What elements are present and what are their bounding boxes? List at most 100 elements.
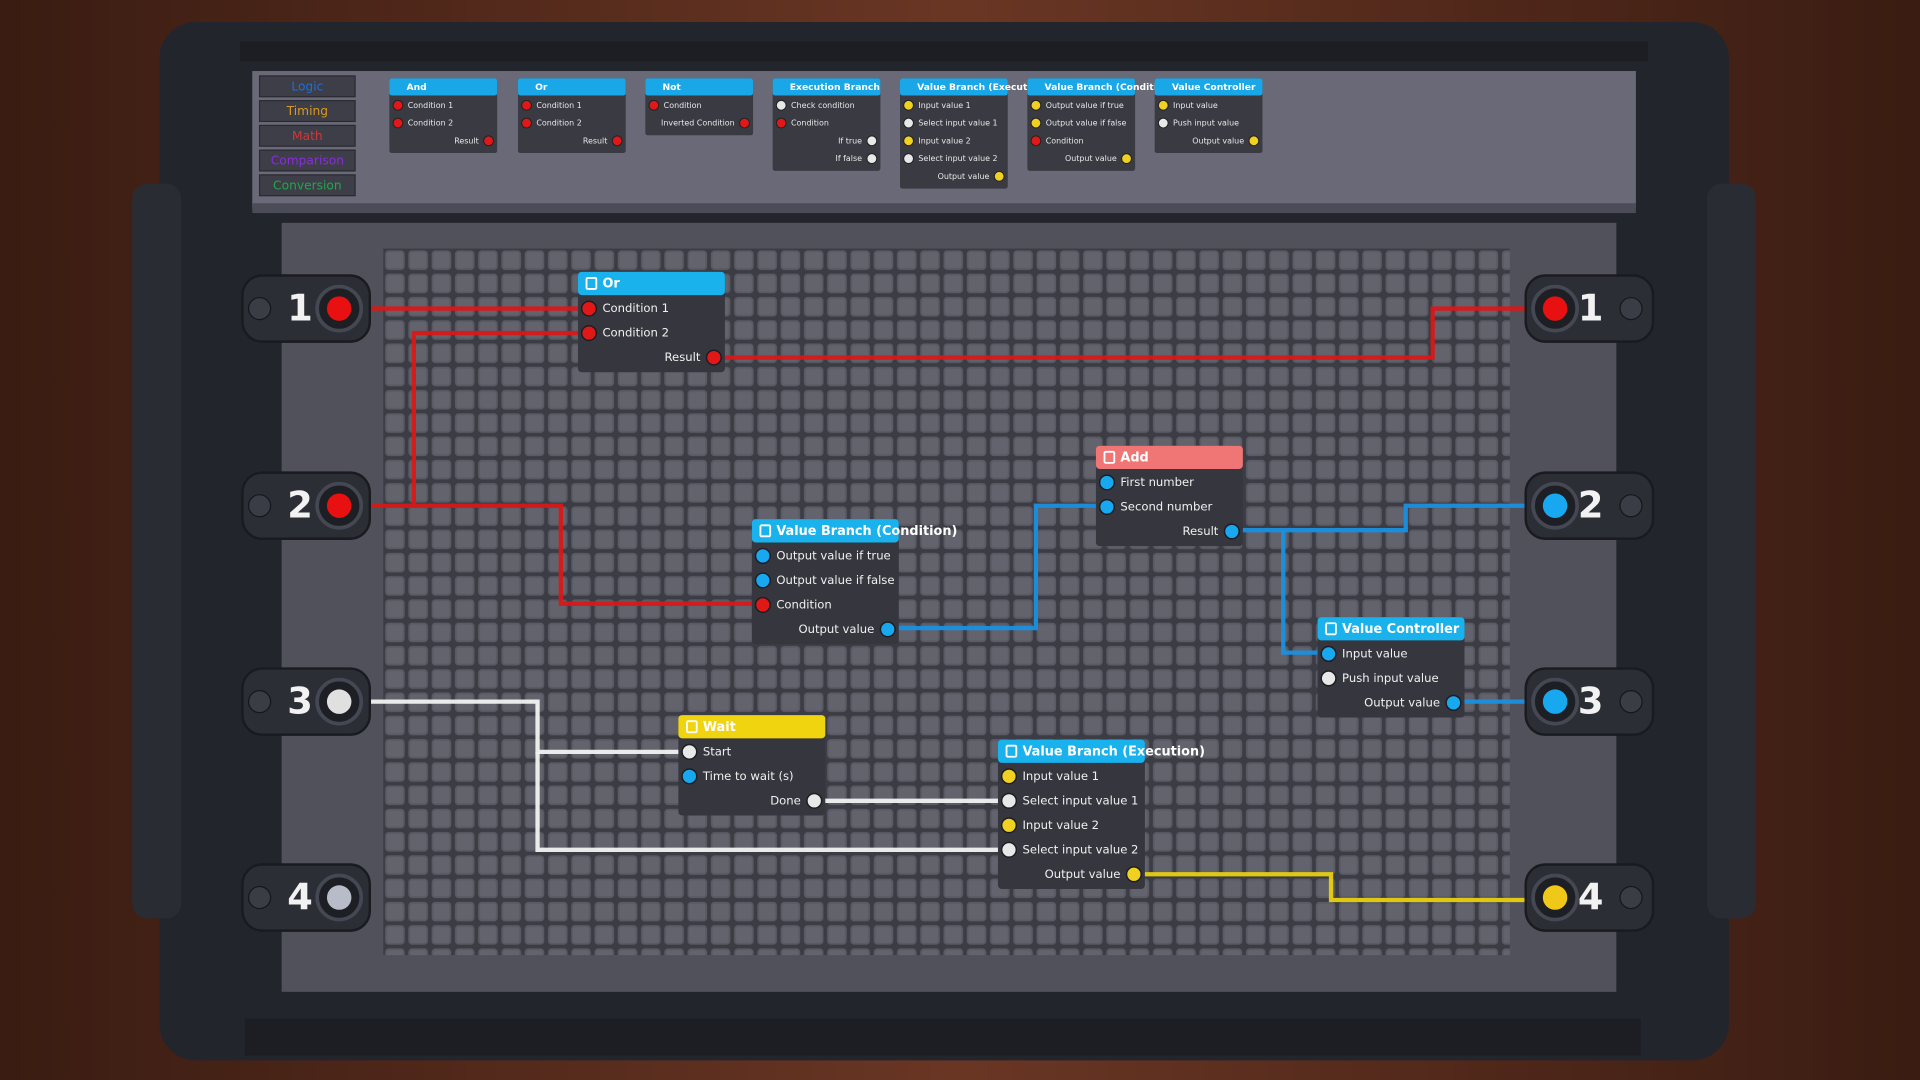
node-port[interactable] — [1098, 474, 1116, 491]
category-button[interactable] — [258, 174, 356, 197]
node-port[interactable] — [1320, 670, 1337, 687]
palette-port — [521, 99, 532, 111]
node-port[interactable] — [580, 324, 598, 342]
wire — [339, 330, 589, 508]
palette-node-body[interactable] — [1154, 78, 1263, 154]
node-port-label: Time to wait (s) — [702, 769, 794, 783]
node-port[interactable] — [580, 300, 598, 317]
category-label[interactable]: Math — [292, 129, 323, 143]
node-header[interactable] — [751, 519, 899, 543]
palette-node-header[interactable] — [645, 78, 754, 96]
node-icon — [1103, 450, 1116, 464]
palette-node[interactable]: Not Condition Inverted Condition — [645, 78, 754, 136]
node-port[interactable] — [1125, 866, 1142, 883]
node-header[interactable] — [997, 739, 1145, 763]
node-port[interactable] — [1000, 768, 1018, 785]
node-title[interactable]: Wait — [703, 720, 736, 735]
node-body[interactable] — [1317, 617, 1465, 718]
palette-node-title[interactable]: Value Branch (Condition) — [1044, 82, 1173, 93]
palette-node-title[interactable]: And — [407, 82, 427, 93]
node-title[interactable]: Value Branch (Condition) — [776, 524, 957, 539]
node-title[interactable]: Or — [602, 277, 620, 292]
node-body[interactable] — [997, 739, 1145, 889]
node-port[interactable] — [1000, 841, 1018, 858]
palette-node-body[interactable] — [389, 78, 498, 154]
node-body[interactable] — [1095, 445, 1243, 547]
node-port[interactable] — [705, 349, 722, 366]
node-port[interactable] — [754, 596, 771, 613]
palette-node-title[interactable]: Or — [535, 82, 548, 93]
category-tab[interactable]: Timing — [258, 100, 356, 123]
category-label[interactable]: Conversion — [273, 178, 342, 192]
wire — [1231, 503, 1556, 533]
terminal-number: 1 — [287, 286, 313, 329]
palette-edge — [252, 203, 1636, 214]
node-header[interactable] — [1095, 445, 1243, 469]
node-header[interactable] — [678, 715, 826, 739]
node-port[interactable] — [1445, 694, 1462, 711]
node-port[interactable] — [1000, 817, 1018, 834]
logic-node[interactable]: Add First number Second number Result — [1095, 445, 1243, 547]
node-title[interactable]: Add — [1120, 450, 1148, 465]
category-button[interactable] — [258, 124, 356, 147]
palette-node-title[interactable]: Value Controller — [1172, 82, 1256, 93]
category-label[interactable]: Comparison — [271, 154, 344, 168]
logic-node[interactable]: Value Branch (Condition) Output value if … — [751, 519, 958, 645]
logic-node[interactable]: Value Controller Input value Push input va… — [1317, 617, 1465, 718]
node-port[interactable] — [754, 572, 771, 589]
palette-node[interactable]: Value Branch (Execution) Input value 1 Sel… — [900, 78, 1048, 189]
palette-node-header[interactable] — [900, 78, 1008, 96]
logic-node[interactable]: Wait Start Time to wait (s) Done — [678, 715, 826, 816]
node-port[interactable] — [1320, 645, 1337, 662]
palette-node-header[interactable] — [1154, 78, 1263, 96]
node-body[interactable] — [751, 519, 899, 645]
node-port-label: Select input value 1 — [1022, 793, 1138, 807]
palette-node-body[interactable] — [1027, 78, 1136, 171]
palette-node-header[interactable] — [772, 78, 881, 96]
category-tab[interactable]: Math — [258, 124, 356, 147]
node-body[interactable] — [577, 271, 725, 373]
category-tab[interactable]: Comparison — [258, 149, 356, 172]
palette-node[interactable]: Execution Branch Check condition Condition… — [772, 78, 881, 171]
palette-port — [521, 117, 532, 129]
palette-node-header[interactable] — [389, 78, 498, 96]
palette-node-header[interactable] — [517, 78, 626, 96]
category-label[interactable]: Timing — [286, 104, 328, 118]
category-tab[interactable]: Logic — [258, 75, 356, 98]
logic-node[interactable]: Value Branch (Execution) Input value 1 Sel… — [997, 739, 1205, 889]
palette-node-body[interactable] — [900, 78, 1008, 189]
palette-node-body[interactable] — [772, 78, 881, 171]
node-body[interactable] — [678, 715, 826, 816]
node-port[interactable] — [806, 792, 823, 809]
node-port[interactable] — [879, 621, 896, 638]
node-title[interactable]: Value Branch (Execution) — [1022, 744, 1205, 759]
node-port[interactable] — [681, 768, 698, 785]
node-port[interactable] — [1098, 498, 1116, 516]
palette-node-header[interactable] — [1027, 78, 1136, 96]
palette-node-title[interactable]: Not — [662, 82, 681, 93]
palette-node-title[interactable]: Value Branch (Execution) — [917, 82, 1047, 93]
category-tab[interactable]: Conversion — [258, 174, 356, 197]
palette-port-label: Push input value — [1173, 119, 1239, 128]
palette-node[interactable]: Value Controller Input value Push input va… — [1154, 78, 1263, 154]
node-port[interactable] — [1223, 523, 1240, 540]
palette-node[interactable]: Value Branch (Condition) Output value if … — [1027, 78, 1174, 171]
node-port[interactable] — [754, 547, 771, 564]
node-port-label: Push input value — [1342, 671, 1439, 685]
palette-node-body[interactable] — [517, 78, 626, 154]
palette-node-title[interactable]: Execution Branch — [790, 82, 880, 93]
category-button[interactable] — [258, 149, 356, 172]
node-icon — [759, 524, 772, 538]
category-button[interactable] — [258, 75, 356, 98]
node-title[interactable]: Value Controller — [1342, 622, 1460, 637]
node-port[interactable] — [1000, 792, 1018, 809]
logic-node[interactable]: Or Condition 1 Condition 2 Result — [577, 271, 725, 373]
node-header[interactable] — [577, 271, 725, 296]
category-label[interactable]: Logic — [291, 79, 323, 93]
category-button[interactable] — [258, 100, 356, 123]
node-port[interactable] — [681, 743, 698, 760]
node-header[interactable] — [1317, 617, 1465, 641]
terminal-bolt — [247, 885, 272, 910]
